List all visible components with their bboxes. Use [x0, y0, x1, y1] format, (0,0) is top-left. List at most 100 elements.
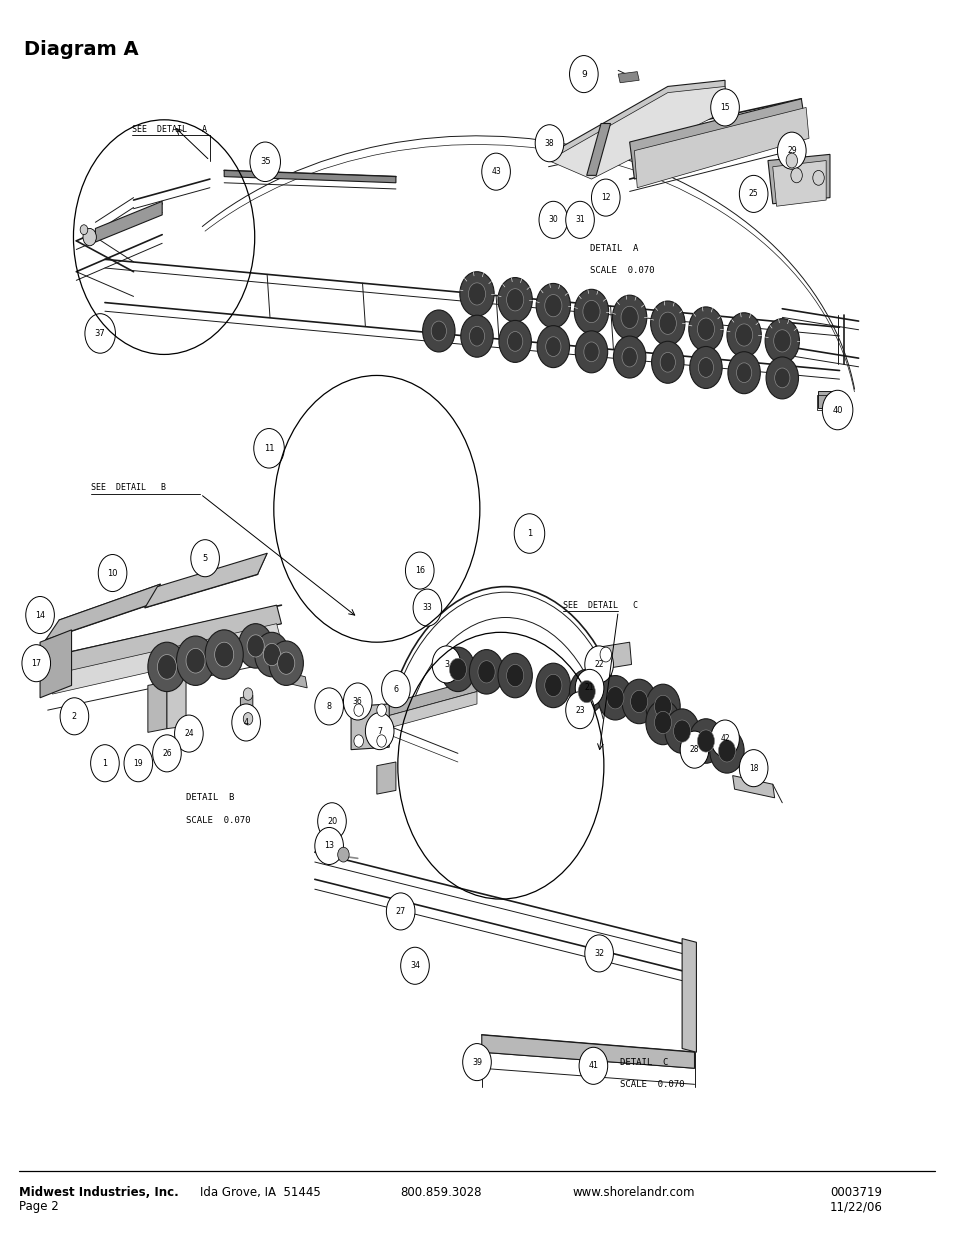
Circle shape — [449, 658, 466, 680]
Circle shape — [654, 711, 671, 734]
Circle shape — [386, 893, 415, 930]
Text: 18: 18 — [748, 763, 758, 773]
Circle shape — [354, 735, 363, 747]
Polygon shape — [351, 704, 389, 750]
Circle shape — [630, 690, 647, 713]
Text: 7: 7 — [376, 726, 382, 736]
Circle shape — [26, 597, 54, 634]
Polygon shape — [548, 86, 724, 179]
Circle shape — [537, 326, 569, 368]
Circle shape — [469, 650, 503, 694]
Circle shape — [535, 125, 563, 162]
Circle shape — [620, 306, 638, 329]
Circle shape — [569, 56, 598, 93]
Polygon shape — [386, 692, 476, 729]
Circle shape — [314, 827, 343, 864]
Text: Page 2: Page 2 — [19, 1200, 59, 1214]
Text: 19: 19 — [133, 758, 143, 768]
Circle shape — [764, 319, 799, 363]
Text: SCALE  0.070: SCALE 0.070 — [186, 815, 251, 825]
Circle shape — [497, 278, 532, 322]
Circle shape — [254, 632, 289, 677]
Circle shape — [214, 642, 233, 667]
Circle shape — [232, 704, 260, 741]
Circle shape — [679, 731, 708, 768]
Text: 33: 33 — [422, 603, 432, 613]
Polygon shape — [386, 679, 476, 716]
Circle shape — [664, 709, 699, 753]
Polygon shape — [48, 605, 281, 676]
Circle shape — [574, 289, 608, 333]
Text: 17: 17 — [31, 658, 41, 668]
Text: 13: 13 — [324, 841, 334, 851]
Circle shape — [277, 652, 294, 674]
Circle shape — [736, 363, 751, 383]
Circle shape — [584, 935, 613, 972]
Circle shape — [405, 552, 434, 589]
Text: Ida Grove, IA  51445: Ida Grove, IA 51445 — [200, 1186, 321, 1199]
Circle shape — [431, 321, 446, 341]
Text: 39: 39 — [472, 1057, 481, 1067]
Circle shape — [612, 295, 646, 340]
Text: 37: 37 — [94, 329, 106, 338]
Polygon shape — [591, 642, 631, 671]
Circle shape — [468, 283, 485, 305]
Polygon shape — [732, 776, 774, 798]
Text: 9: 9 — [580, 69, 586, 79]
Text: SCALE  0.070: SCALE 0.070 — [619, 1079, 684, 1089]
Circle shape — [621, 679, 656, 724]
Circle shape — [545, 337, 560, 357]
Text: SEE  DETAIL   C: SEE DETAIL C — [562, 600, 638, 610]
Polygon shape — [281, 671, 307, 688]
Polygon shape — [681, 939, 696, 1052]
Polygon shape — [772, 161, 825, 206]
Circle shape — [777, 132, 805, 169]
Text: 0003719: 0003719 — [829, 1186, 882, 1199]
Circle shape — [697, 317, 714, 340]
Circle shape — [650, 301, 684, 346]
Text: 12: 12 — [600, 193, 610, 203]
Circle shape — [651, 341, 683, 383]
Circle shape — [343, 683, 372, 720]
Text: 42: 42 — [720, 734, 729, 743]
Polygon shape — [767, 154, 829, 204]
Text: 25: 25 — [748, 189, 758, 199]
Circle shape — [645, 684, 679, 729]
Text: 10: 10 — [107, 568, 118, 578]
Text: 32: 32 — [594, 948, 603, 958]
Text: 3: 3 — [443, 659, 449, 669]
Circle shape — [152, 735, 181, 772]
Circle shape — [22, 645, 51, 682]
Circle shape — [659, 312, 676, 335]
Polygon shape — [40, 630, 71, 698]
Text: 43: 43 — [491, 167, 500, 177]
Text: 23: 23 — [575, 705, 584, 715]
Circle shape — [243, 688, 253, 700]
Polygon shape — [481, 1035, 694, 1068]
Circle shape — [709, 729, 743, 773]
Circle shape — [497, 653, 532, 698]
Circle shape — [269, 641, 303, 685]
Text: 40: 40 — [831, 405, 842, 415]
Circle shape — [575, 331, 607, 373]
Circle shape — [765, 357, 798, 399]
Text: SEE  DETAIL   B: SEE DETAIL B — [91, 483, 166, 493]
Circle shape — [536, 283, 570, 327]
Circle shape — [376, 735, 386, 747]
Text: 38: 38 — [544, 138, 554, 148]
Circle shape — [413, 589, 441, 626]
Text: DETAIL  C: DETAIL C — [619, 1057, 668, 1067]
Polygon shape — [167, 679, 186, 729]
Circle shape — [688, 719, 722, 763]
Circle shape — [812, 170, 823, 185]
Circle shape — [710, 720, 739, 757]
Text: Midwest Industries, Inc.: Midwest Industries, Inc. — [19, 1186, 178, 1199]
Text: 2: 2 — [71, 711, 77, 721]
Circle shape — [440, 647, 475, 692]
Circle shape — [80, 225, 88, 235]
Circle shape — [583, 342, 598, 362]
Text: DETAIL  A: DETAIL A — [589, 243, 638, 253]
Circle shape — [250, 142, 280, 182]
Circle shape — [654, 695, 671, 718]
Circle shape — [191, 540, 219, 577]
